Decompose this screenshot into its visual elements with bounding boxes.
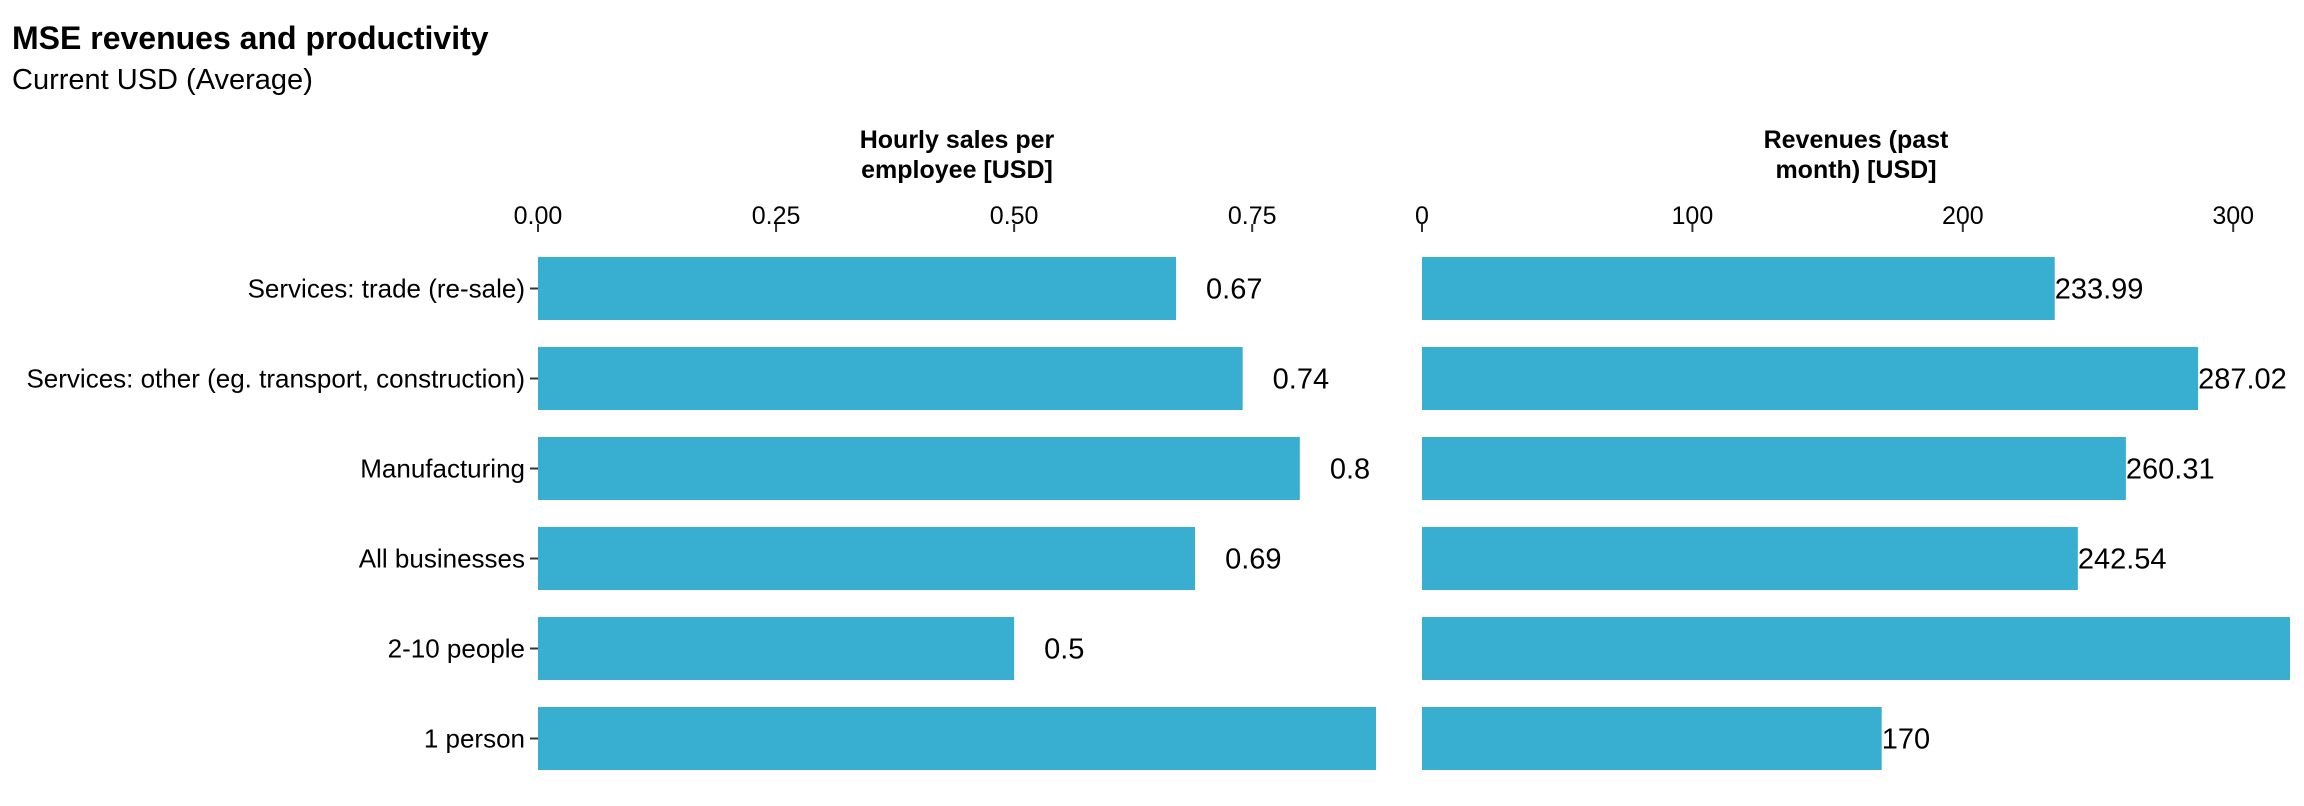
data-label-hourly-sales-2: 0.8	[1330, 454, 1370, 486]
panel-title-revenues-line-1: Revenues (past	[1764, 126, 1949, 154]
bar-hourly-sales-5	[538, 707, 1376, 770]
bar-hourly-sales-2	[538, 437, 1300, 500]
category-label-0: Services: trade (re-sale)	[248, 274, 525, 304]
data-label-revenues-3: 242.54	[2078, 544, 2167, 576]
panel-title-hourly-sales-line-1: Hourly sales per	[860, 126, 1055, 154]
x-tick-label-hourly-sales-1: 0.25	[752, 202, 801, 230]
bar-revenues-4	[1422, 617, 2290, 680]
bar-hourly-sales-4	[538, 617, 1015, 680]
bar-hourly-sales-0	[538, 257, 1177, 320]
x-tick-label-revenues-3: 300	[2212, 202, 2254, 230]
category-axis: Services: trade (re-sale) Services: other…	[26, 274, 538, 754]
category-label-1: Services: other (eg. transport, construc…	[26, 364, 525, 394]
bar-hourly-sales-1	[538, 347, 1243, 410]
x-tick-label-revenues-0: 0	[1415, 202, 1429, 230]
panel-title-revenues-line-2: month) [USD]	[1775, 156, 1936, 184]
bar-revenues-3	[1422, 527, 2078, 590]
bar-revenues-2	[1422, 437, 2126, 500]
data-label-revenues-0: 233.99	[2055, 274, 2144, 306]
category-label-2: Manufacturing	[360, 454, 525, 484]
bar-hourly-sales-3	[538, 527, 1196, 590]
bar-revenues-0	[1422, 257, 2055, 320]
bar-revenues-1	[1422, 347, 2199, 410]
x-tick-label-hourly-sales-0: 0.00	[514, 202, 563, 230]
bar-revenues-5	[1422, 707, 1882, 770]
category-label-4: 2-10 people	[388, 634, 525, 664]
data-label-hourly-sales-3: 0.69	[1225, 544, 1281, 576]
data-label-hourly-sales-0: 0.67	[1206, 274, 1262, 306]
chart-subtitle: Current USD (Average)	[12, 64, 313, 96]
x-tick-label-revenues-2: 200	[1942, 202, 1984, 230]
x-tick-label-revenues-1: 100	[1672, 202, 1714, 230]
category-label-5: 1 person	[424, 724, 525, 754]
data-label-revenues-2: 260.31	[2126, 454, 2215, 486]
data-label-revenues-5: 170	[1882, 724, 1930, 756]
chart-title: MSE revenues and productivity	[12, 20, 489, 56]
data-label-revenues-1: 287.02	[2198, 364, 2287, 396]
x-tick-label-hourly-sales-2: 0.50	[990, 202, 1039, 230]
data-label-hourly-sales-1: 0.74	[1273, 364, 1329, 396]
panel-title-hourly-sales-line-2: employee [USD]	[861, 156, 1053, 184]
data-label-hourly-sales-4: 0.5	[1044, 634, 1084, 666]
x-tick-label-hourly-sales-3: 0.75	[1228, 202, 1277, 230]
category-label-3: All businesses	[359, 544, 525, 574]
